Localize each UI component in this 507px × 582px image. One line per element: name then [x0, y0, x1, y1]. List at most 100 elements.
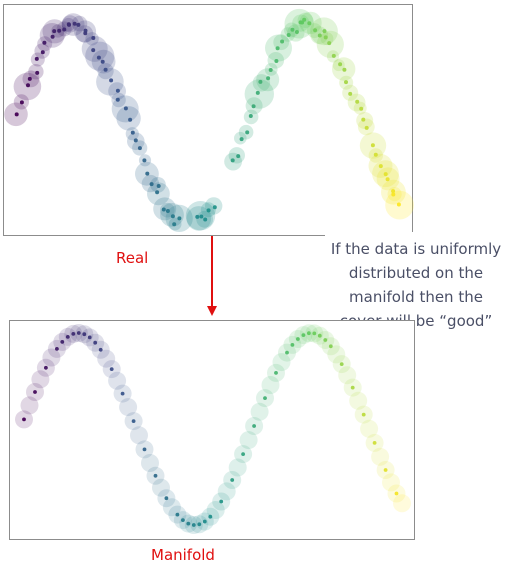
manifold-panel: [9, 320, 415, 540]
real-point: [91, 36, 96, 40]
real-point: [206, 208, 211, 213]
real-point: [91, 48, 96, 53]
manifold-point: [219, 499, 224, 504]
real-point: [391, 192, 396, 197]
manifold-point: [394, 491, 399, 496]
real-point: [165, 209, 170, 213]
cover-note-line-3: manifold then the: [349, 288, 483, 306]
real-point: [42, 40, 47, 45]
real-point: [177, 216, 182, 221]
manifold-point: [82, 332, 87, 337]
manifold-point: [383, 468, 388, 472]
manifold-point: [164, 496, 169, 501]
cover-note-line-1: If the data is uniformly: [330, 240, 502, 258]
real-point: [322, 29, 327, 34]
manifold-halo: [228, 458, 247, 477]
real-point: [115, 97, 120, 102]
real-point: [100, 59, 105, 64]
real-point: [145, 171, 150, 176]
real-point: [239, 137, 244, 142]
real-point: [76, 22, 81, 27]
real-point: [52, 29, 57, 34]
manifold-point: [285, 350, 289, 355]
manifold-halo: [250, 402, 269, 421]
manifold-point: [153, 473, 158, 478]
real-caption: Real: [116, 249, 149, 267]
real-point: [50, 34, 55, 39]
real-point: [391, 189, 396, 194]
real-point: [123, 106, 128, 111]
real-point: [290, 27, 295, 32]
manifold-halo: [239, 431, 258, 450]
manifold-halo: [152, 478, 170, 497]
real-point: [156, 184, 161, 188]
real-point: [26, 83, 30, 88]
manifold-point: [317, 333, 322, 338]
real-point: [385, 177, 390, 182]
real-point: [355, 99, 360, 104]
real-point: [203, 217, 208, 222]
manifold-point: [372, 441, 377, 445]
manifold-point: [197, 522, 202, 527]
manifold-halo: [31, 370, 50, 389]
real-point: [383, 172, 388, 177]
real-point: [255, 90, 260, 95]
real-point: [317, 33, 322, 38]
manifold-point: [230, 478, 235, 482]
manifold-point: [65, 335, 70, 339]
real-point: [236, 154, 241, 159]
real-point: [344, 80, 348, 85]
real-point: [161, 207, 166, 212]
manifold-point: [76, 331, 81, 335]
manifold-point: [252, 424, 256, 428]
manifold-halo: [162, 498, 181, 517]
real-point: [370, 143, 375, 148]
manifold-point: [71, 332, 76, 336]
real-point: [195, 214, 200, 219]
real-point: [14, 112, 19, 117]
real-point: [313, 28, 318, 33]
real-point: [170, 214, 175, 219]
real-point: [96, 55, 101, 60]
real-point: [251, 104, 256, 109]
manifold-point: [301, 333, 306, 337]
manifold-halo: [382, 473, 400, 492]
manifold-point: [98, 347, 103, 352]
real-point: [302, 17, 307, 22]
manifold-point: [328, 344, 333, 349]
real-point: [268, 68, 273, 72]
manifold-halo: [206, 501, 225, 519]
manifold-point: [350, 385, 355, 390]
down-arrow-head: [207, 306, 217, 316]
real-point: [245, 130, 250, 135]
manifold-point: [339, 362, 344, 366]
manifold-halo: [119, 398, 138, 417]
real-point: [280, 39, 285, 44]
real-point: [34, 56, 39, 61]
manifold-point: [142, 447, 147, 452]
real-halo: [116, 106, 141, 131]
real-point: [294, 30, 299, 34]
manifold-halo: [130, 426, 148, 445]
manifold-point: [33, 390, 37, 394]
real-point: [373, 152, 378, 157]
real-point: [155, 190, 160, 195]
real-point: [57, 28, 62, 33]
real-point: [286, 33, 291, 37]
real-point: [130, 130, 135, 135]
real-point: [109, 78, 114, 83]
real-point: [35, 70, 40, 75]
real-data-panel: [3, 4, 414, 236]
manifold-point: [361, 412, 366, 417]
manifold-point: [208, 514, 213, 519]
real-point: [307, 21, 312, 26]
real-point: [149, 182, 154, 187]
real-point: [327, 41, 332, 46]
manifold-point: [323, 338, 328, 342]
real-point: [364, 125, 369, 130]
manifold-halo: [349, 391, 368, 410]
manifold-point: [109, 367, 114, 371]
real-point: [199, 214, 204, 219]
manifold-halo: [141, 454, 159, 472]
manifold-halo: [217, 482, 236, 501]
